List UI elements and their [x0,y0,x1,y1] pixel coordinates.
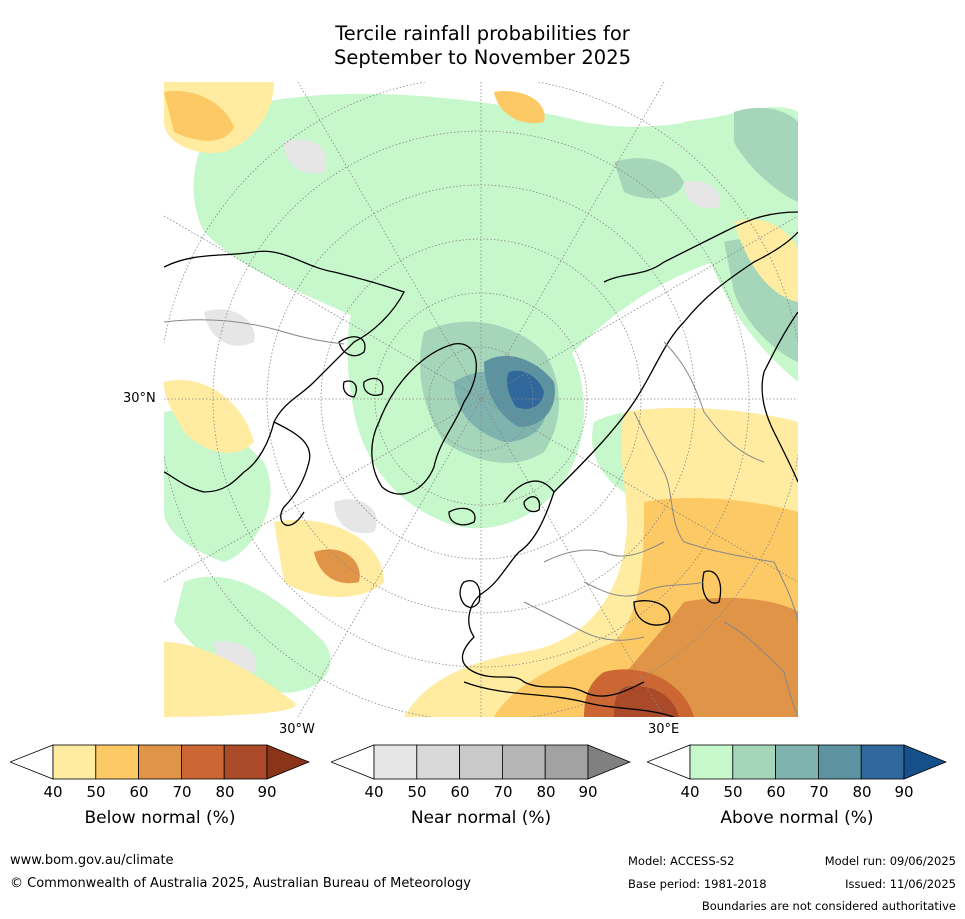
colorbar-extend-low [331,744,375,780]
tick-label: 50 [407,783,427,801]
colorbar-segment [544,744,589,780]
colorbar-below-label: Below normal (%) [84,808,236,828]
tick-label: 90 [894,783,914,801]
tick-label: 70 [172,783,192,801]
colorbar-above-normal [647,744,947,780]
lon-label-30w: 30°W [279,722,315,737]
tick-label: 60 [450,783,470,801]
tick-label: 40 [680,783,700,801]
colorbar-near-label: Near normal (%) [410,808,552,828]
map-graticule [164,82,798,717]
chart-title: Tercile rainfall probabilities for Septe… [0,22,965,70]
tick-label: 40 [364,783,384,801]
colorbar-segment [138,744,182,780]
tick-label: 70 [809,783,829,801]
tick-label: 60 [766,783,786,801]
issued-text: Issued: 11/06/2025 [845,877,956,891]
colorbar-segment [501,744,546,780]
website-link[interactable]: www.bom.gov.au/climate [10,853,174,868]
tick-label: 70 [493,783,513,801]
probability-map [164,82,798,717]
colorbar-extend-high [587,744,631,780]
lon-label-30e: 30°E [648,722,680,737]
model-run-text: Model run: 09/06/2025 [824,854,956,868]
tick-label: 40 [43,783,63,801]
title-line-2: September to November 2025 [333,46,632,69]
colorbar-below-normal [10,744,310,780]
colorbar-above-ticks: 40 50 60 70 80 90 [647,783,947,803]
colorbar-segment [775,744,819,780]
model-text: Model: ACCESS-S2 [628,854,735,868]
colorbar-extend-low [647,744,691,780]
base-period-text: Base period: 1981-2018 [628,877,767,891]
tick-label: 90 [257,783,277,801]
tick-label: 50 [723,783,743,801]
colorbar-segment [732,744,777,780]
tick-label: 60 [129,783,149,801]
tick-label: 80 [536,783,556,801]
lat-label-30n: 30°N [123,391,156,406]
tick-label: 80 [215,783,235,801]
colorbar-segment [860,744,905,780]
title-line-1: Tercile rainfall probabilities for [335,22,630,45]
coastlines [164,211,798,717]
colorbar-segment [52,744,97,780]
colorbar-extend-high [903,744,947,780]
colorbar-segment [223,744,268,780]
colorbar-near-normal [331,744,631,780]
colorbar-segment [95,744,140,780]
tick-label: 90 [578,783,598,801]
tick-label: 80 [852,783,872,801]
colorbar-extend-low [10,744,54,780]
colorbar-near-ticks: 40 50 60 70 80 90 [331,783,631,803]
colorbar-segment [817,744,862,780]
country-borders [164,319,798,717]
copyright-text: © Commonwealth of Australia 2025, Austra… [10,876,471,891]
disclaimer-text: Boundaries are not considered authoritat… [701,899,956,913]
colorbar-segment [459,744,503,780]
colorbar-extend-high [266,744,310,780]
colorbar-above-label: Above normal (%) [720,808,874,828]
colorbar-segment [689,744,734,780]
colorbar-segment [416,744,461,780]
tick-label: 50 [86,783,106,801]
colorbar-below-ticks: 40 50 60 70 80 90 [10,783,310,803]
colorbar-segment [373,744,418,780]
colorbar-segment [180,744,225,780]
